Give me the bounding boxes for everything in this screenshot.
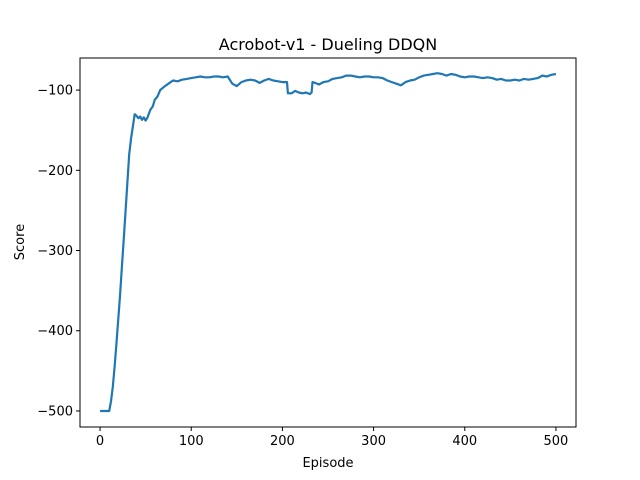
- chart-title: Acrobot-v1 - Dueling DDQN: [219, 35, 437, 54]
- x-tick-label: 200: [270, 434, 295, 449]
- x-tick-label: 100: [179, 434, 204, 449]
- x-tick-label: 0: [96, 434, 104, 449]
- series-layer: [100, 72, 557, 413]
- y-tick-label: −300: [37, 244, 73, 259]
- y-tick-label: −200: [37, 164, 73, 179]
- x-axis-label: Episode: [302, 456, 353, 471]
- score-series-line: [100, 72, 557, 413]
- plot-area-background: [80, 58, 576, 427]
- plot-frame: [79, 57, 577, 428]
- x-tick-label: 400: [452, 434, 477, 449]
- x-tick-label: 500: [544, 434, 569, 449]
- ticks-layer: 0 100 200 300 400 500 −500 −400 −300 −200 −100: [37, 84, 568, 449]
- y-axis-label: Score: [13, 224, 28, 260]
- y-tick-label: −500: [37, 404, 73, 419]
- x-tick-label: 300: [361, 434, 386, 449]
- y-tick-label: −100: [37, 84, 73, 99]
- y-tick-label: −400: [37, 324, 73, 339]
